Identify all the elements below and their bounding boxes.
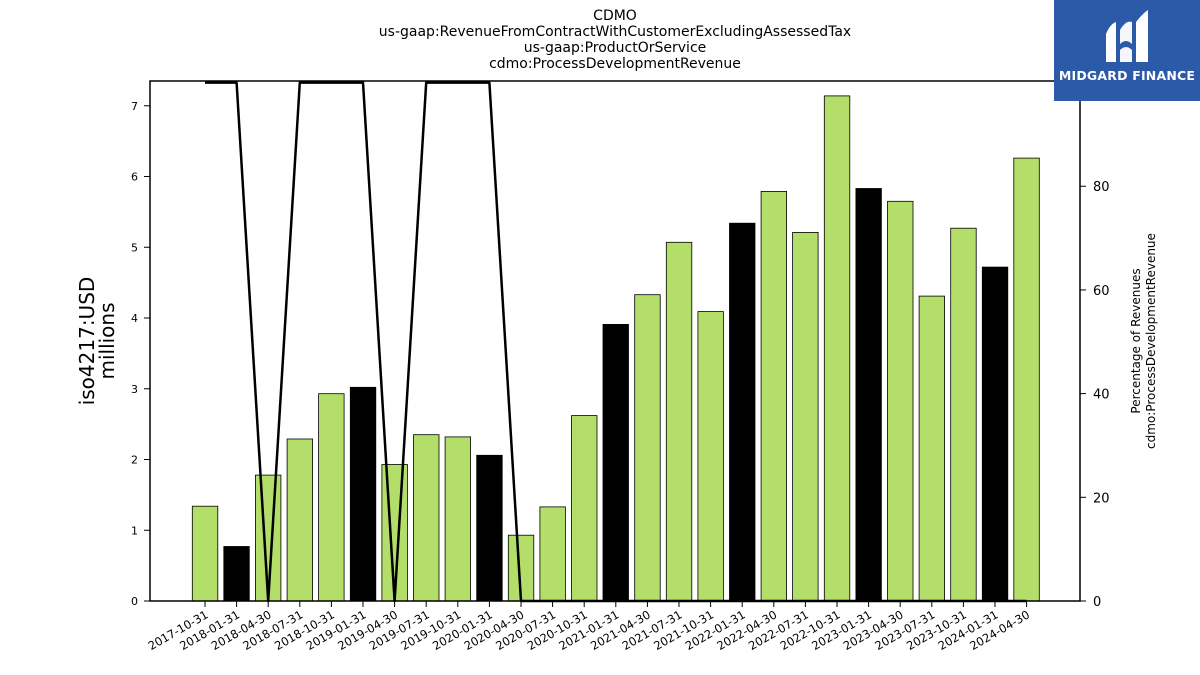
left-axis: 0 1 2 3 4 5 6 7: [131, 100, 150, 608]
logo-text: MIDGARD FINANCE: [1058, 68, 1196, 83]
y-tick-label: 1: [131, 524, 138, 537]
bar: [381, 464, 408, 602]
bar: [1013, 157, 1040, 602]
title-line: us-gaap:ProductOrService: [524, 40, 707, 56]
bar: [476, 454, 503, 602]
title-line: CDMO: [593, 8, 637, 24]
bar: [602, 323, 629, 602]
bar: [855, 188, 882, 602]
bar: [950, 227, 977, 602]
bar: [981, 266, 1009, 602]
y2-axis-label-line: Percentage of Revenues: [1129, 268, 1143, 413]
y2-tick-label: 80: [1093, 180, 1110, 195]
bar: [792, 231, 819, 602]
x-axis: 2017-10-312018-01-312018-04-302018-07-31…: [146, 601, 1032, 653]
bar: [286, 438, 314, 602]
bar: [507, 534, 535, 602]
y-tick-label: 4: [131, 312, 138, 325]
bar: [665, 241, 693, 602]
right-axis: 020406080100: [1080, 77, 1118, 610]
y-tick-label: 2: [131, 454, 138, 467]
y-tick-label: 0: [131, 595, 138, 608]
y-tick-label: 6: [131, 171, 138, 184]
bar: [191, 505, 219, 602]
chart-title: CDMOus-gaap:RevenueFromContractWithCusto…: [379, 8, 851, 72]
y2-axis-label-line: cdmo:ProcessDevelopmentRevenue: [1144, 233, 1158, 449]
y-axis-label-line: iso4217:USD: [75, 277, 99, 406]
bar: [760, 190, 787, 602]
midgard-logo-icon: [1106, 10, 1148, 62]
bar: [823, 95, 851, 602]
bar: [223, 546, 250, 602]
bar: [887, 200, 914, 602]
title-line: cdmo:ProcessDevelopmentRevenue: [489, 56, 741, 72]
bar: [318, 393, 345, 602]
bar: [571, 415, 598, 602]
bars: [191, 95, 1040, 602]
y2-tick-label: 40: [1093, 388, 1110, 403]
y-tick-label: 7: [131, 100, 138, 113]
bar: [634, 294, 661, 602]
bar: [729, 222, 756, 602]
midgard-finance-logo: MIDGARD FINANCE: [1054, 0, 1200, 101]
bar: [349, 386, 377, 602]
y-axis-label-line: millions: [95, 302, 119, 379]
plot-frame: [149, 80, 1081, 602]
y2-tick-label: 20: [1093, 491, 1110, 506]
y2-tick-label: 0: [1093, 595, 1101, 610]
y-tick-label: 5: [131, 241, 138, 254]
bar: [918, 295, 945, 602]
y2-axis-label: Percentage of Revenues cdmo:ProcessDevelo…: [1129, 233, 1158, 449]
y-tick-label: 3: [131, 383, 138, 396]
title-line: us-gaap:RevenueFromContractWithCustomerE…: [379, 24, 851, 40]
bar: [444, 436, 472, 602]
y2-tick-label: 60: [1093, 284, 1110, 299]
bar: [413, 434, 440, 602]
bar: [539, 506, 566, 602]
bar: [697, 311, 724, 602]
